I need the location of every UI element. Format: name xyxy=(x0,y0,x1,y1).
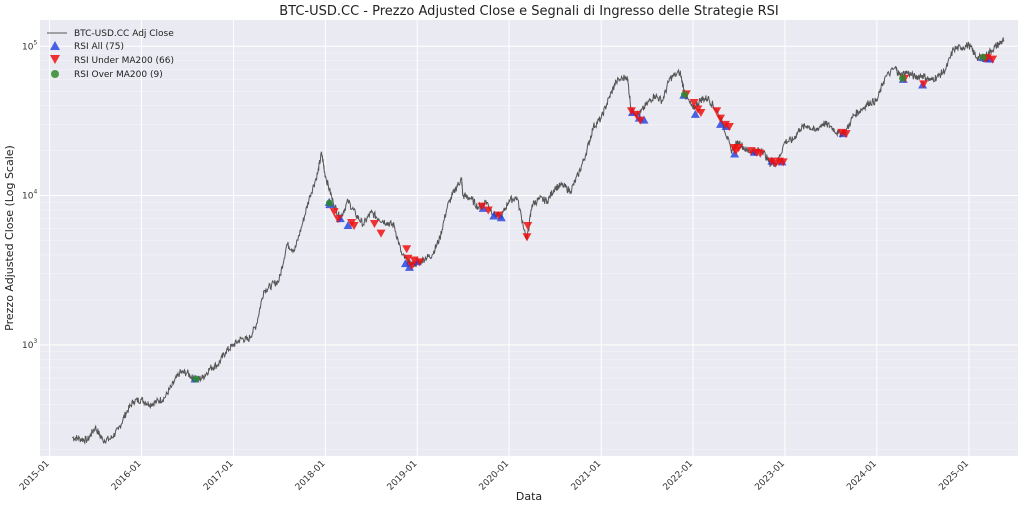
x-tick-label: 2021-01 xyxy=(570,459,604,493)
legend-rsi-over-marker xyxy=(51,70,59,78)
rsi-over-ma200-marker xyxy=(681,91,689,99)
x-tick-label: 2020-01 xyxy=(478,459,512,493)
rsi-over-ma200-marker xyxy=(325,199,333,207)
plot-area-background xyxy=(40,20,1018,456)
rsi-under-ma200-marker xyxy=(988,55,998,64)
price-line xyxy=(72,37,1005,445)
x-tick-label: 2024-01 xyxy=(845,459,879,493)
rsi-under-ma200-marker xyxy=(626,107,636,116)
legend-entry-rsi-over: RSI Over MA200 (9) xyxy=(74,70,163,80)
rsi-over-ma200-marker xyxy=(979,53,987,61)
rsi-under-ma200-marker xyxy=(696,109,706,118)
x-tick-label: 2015-01 xyxy=(18,459,52,493)
rsi-under-ma200-marker xyxy=(724,123,734,132)
rsi-under-ma200-marker xyxy=(402,245,412,254)
x-axis-label: Data xyxy=(516,490,542,503)
legend-entry-adj-close: BTC-USD.CC Adj Close xyxy=(74,29,174,39)
rsi-under-ma200-marker xyxy=(329,208,339,217)
price-line-layer xyxy=(72,37,1005,445)
x-tick-label: 2017-01 xyxy=(202,459,236,493)
y-tick-labels: 103 104 105 xyxy=(22,39,37,351)
rsi-over-ma200-marker xyxy=(192,375,200,383)
x-tick-label: 2025-01 xyxy=(937,459,971,493)
rsi-under-ma200-marker xyxy=(778,158,788,167)
rsi-under-ma200-marker xyxy=(635,116,645,125)
rsi-under-ma200-marker xyxy=(919,80,929,89)
rsi-under-ma200-marker xyxy=(841,130,851,139)
rsi-under-ma200-marker xyxy=(734,143,744,152)
y-axis-label: Prezzo Adjusted Close (Log Scale) xyxy=(3,145,16,331)
rsi-under-ma200-marker xyxy=(494,211,504,220)
rsi-under-ma200-marker xyxy=(483,206,493,215)
rsi-under-ma200-marker xyxy=(415,258,425,267)
x-tick-labels: 2015-01 2016-01 2017-01 2018-01 2019-01 2020-… xyxy=(18,459,971,493)
legend-entry-rsi-under: RSI Under MA200 (66) xyxy=(74,56,174,66)
marker-layer xyxy=(190,53,998,383)
rsi-under-ma200-marker xyxy=(369,219,379,228)
x-tick-label: 2022-01 xyxy=(662,459,696,493)
y-tick-label: 105 xyxy=(22,39,37,52)
rsi-under-ma200-marker xyxy=(333,215,343,224)
x-tick-label: 2016-01 xyxy=(110,459,144,493)
rsi-under-ma200-marker xyxy=(349,222,359,231)
rsi-all-marker xyxy=(716,119,726,128)
rsi-all-marker xyxy=(400,259,410,268)
rsi-under-ma200-marker xyxy=(376,229,386,238)
rsi-under-ma200-marker xyxy=(523,222,533,231)
rsi-all-marker xyxy=(489,211,499,220)
rsi-all-marker xyxy=(730,149,740,158)
rsi-under-ma200-marker xyxy=(755,149,765,158)
legend: BTC-USD.CC Adj Close RSI All (75) RSI Un… xyxy=(47,29,174,80)
rsi-all-marker xyxy=(343,221,353,230)
rsi-under-ma200-marker xyxy=(522,233,532,242)
x-tick-label: 2018-01 xyxy=(294,459,328,493)
rsi-under-ma200-marker xyxy=(631,110,641,119)
legend-entry-rsi-all: RSI All (75) xyxy=(74,42,124,52)
x-tick-label: 2023-01 xyxy=(753,459,787,493)
y-tick-label: 103 xyxy=(22,338,37,351)
rsi-under-ma200-marker xyxy=(689,99,699,108)
x-tick-label: 2019-01 xyxy=(386,459,420,493)
rsi-under-ma200-marker xyxy=(712,107,722,116)
legend-rsi-under-marker xyxy=(50,55,60,64)
rsi-over-ma200-marker xyxy=(898,74,906,82)
rsi-all-marker xyxy=(496,213,506,222)
rsi-under-ma200-marker xyxy=(716,114,726,123)
legend-rsi-all-marker xyxy=(50,41,60,50)
chart-title: BTC-USD.CC - Prezzo Adjusted Close e Seg… xyxy=(279,4,779,19)
y-tick-label: 104 xyxy=(22,189,37,202)
rsi-all-marker xyxy=(690,109,700,118)
rsi-under-ma200-marker xyxy=(477,202,487,211)
rsi-under-ma200-marker xyxy=(721,120,731,129)
